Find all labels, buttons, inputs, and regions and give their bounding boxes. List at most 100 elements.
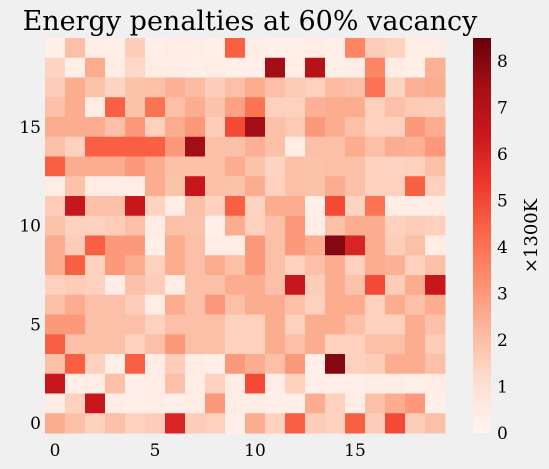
- heatmap-cell: [305, 354, 326, 375]
- heatmap-cell: [185, 314, 206, 335]
- heatmap-cell: [425, 373, 446, 394]
- heatmap-cell: [45, 275, 66, 296]
- heatmap-cell: [365, 294, 386, 315]
- heatmap-cell: [225, 275, 246, 296]
- heatmap-cell: [425, 354, 446, 375]
- heatmap-cell: [65, 117, 86, 138]
- heatmap-cell: [185, 373, 206, 394]
- heatmap-cell: [425, 393, 446, 414]
- heatmap-cell: [225, 235, 246, 256]
- heatmap-cell: [345, 176, 366, 197]
- heatmap-cell: [205, 373, 226, 394]
- heatmap-cell: [65, 57, 86, 78]
- heatmap-cell: [345, 97, 366, 118]
- heatmap-cell: [325, 354, 346, 375]
- heatmap-cell: [185, 176, 206, 197]
- y-axis-ticks: 0 5 10 15: [19, 118, 41, 434]
- heatmap-cell: [85, 373, 106, 394]
- heatmap-cell: [185, 294, 206, 315]
- heatmap-cell: [145, 196, 166, 217]
- heatmap-cell: [385, 57, 406, 78]
- heatmap-cell: [285, 235, 306, 256]
- heatmap-cell: [45, 156, 66, 177]
- heatmap-cell: [265, 354, 286, 375]
- heatmap-cell: [265, 215, 286, 236]
- heatmap-cell: [85, 97, 106, 118]
- heatmap-cell: [165, 314, 186, 335]
- heatmap-cell: [325, 77, 346, 98]
- heatmap-cell: [285, 314, 306, 335]
- heatmap-cell: [65, 413, 86, 434]
- heatmap-cells: [45, 38, 446, 434]
- heatmap-cell: [165, 215, 186, 236]
- heatmap-cell: [365, 196, 386, 217]
- heatmap-cell: [45, 196, 66, 217]
- heatmap-cell: [265, 196, 286, 217]
- heatmap-cell: [65, 215, 86, 236]
- heatmap-cell: [205, 57, 226, 78]
- heatmap-cell: [425, 97, 446, 118]
- heatmap-cell: [265, 176, 286, 197]
- heatmap-cell: [125, 413, 146, 434]
- heatmap-cell: [405, 235, 426, 256]
- heatmap-cell: [65, 373, 86, 394]
- heatmap-cell: [105, 38, 126, 59]
- heatmap-cell: [185, 57, 206, 78]
- heatmap-cell: [365, 117, 386, 138]
- heatmap-cell: [45, 176, 66, 197]
- heatmap-cell: [145, 176, 166, 197]
- heatmap-cell: [285, 215, 306, 236]
- chart-title: Energy penalties at 60% vacancy: [23, 6, 479, 37]
- heatmap-cell: [65, 354, 86, 375]
- heatmap-cell: [45, 255, 66, 276]
- heatmap-cell: [245, 77, 266, 98]
- heatmap-cell: [285, 176, 306, 197]
- heatmap-cell: [405, 38, 426, 59]
- heatmap-cell: [265, 235, 286, 256]
- heatmap-cell: [45, 136, 66, 157]
- heatmap-cell: [305, 77, 326, 98]
- heatmap-cell: [385, 136, 406, 157]
- heatmap-cell: [125, 393, 146, 414]
- heatmap-cell: [325, 117, 346, 138]
- heatmap-cell: [385, 275, 406, 296]
- heatmap-cell: [105, 176, 126, 197]
- heatmap-cell: [165, 413, 186, 434]
- heatmap-cell: [205, 294, 226, 315]
- heatmap-cell: [125, 235, 146, 256]
- heatmap-cell: [65, 77, 86, 98]
- heatmap-cell: [125, 176, 146, 197]
- heatmap-cell: [245, 176, 266, 197]
- heatmap-cell: [405, 117, 426, 138]
- heatmap-cell: [305, 294, 326, 315]
- heatmap-cell: [245, 373, 266, 394]
- heatmap-cell: [245, 413, 266, 434]
- heatmap-cell: [405, 275, 426, 296]
- heatmap-cell: [325, 413, 346, 434]
- heatmap-cell: [265, 136, 286, 157]
- heatmap-cell: [145, 117, 166, 138]
- heatmap-cell: [125, 57, 146, 78]
- heatmap-cell: [265, 255, 286, 276]
- heatmap-cell: [305, 117, 326, 138]
- heatmap-cell: [205, 255, 226, 276]
- heatmap-cell: [425, 215, 446, 236]
- heatmap-cell: [285, 196, 306, 217]
- heatmap-cell: [65, 314, 86, 335]
- heatmap-cell: [285, 334, 306, 355]
- heatmap-cell: [85, 275, 106, 296]
- heatmap-cell: [265, 275, 286, 296]
- heatmap-cell: [125, 334, 146, 355]
- y-tick-label: 15: [19, 118, 41, 138]
- heatmap-cell: [45, 57, 66, 78]
- heatmap-cell: [105, 314, 126, 335]
- heatmap-cell: [325, 294, 346, 315]
- heatmap-cell: [325, 215, 346, 236]
- heatmap-cell: [65, 393, 86, 414]
- heatmap-cell: [85, 255, 106, 276]
- heatmap-cell: [385, 117, 406, 138]
- heatmap-cell: [265, 294, 286, 315]
- heatmap-cell: [345, 235, 366, 256]
- heatmap-cell: [305, 176, 326, 197]
- heatmap-cell: [385, 255, 406, 276]
